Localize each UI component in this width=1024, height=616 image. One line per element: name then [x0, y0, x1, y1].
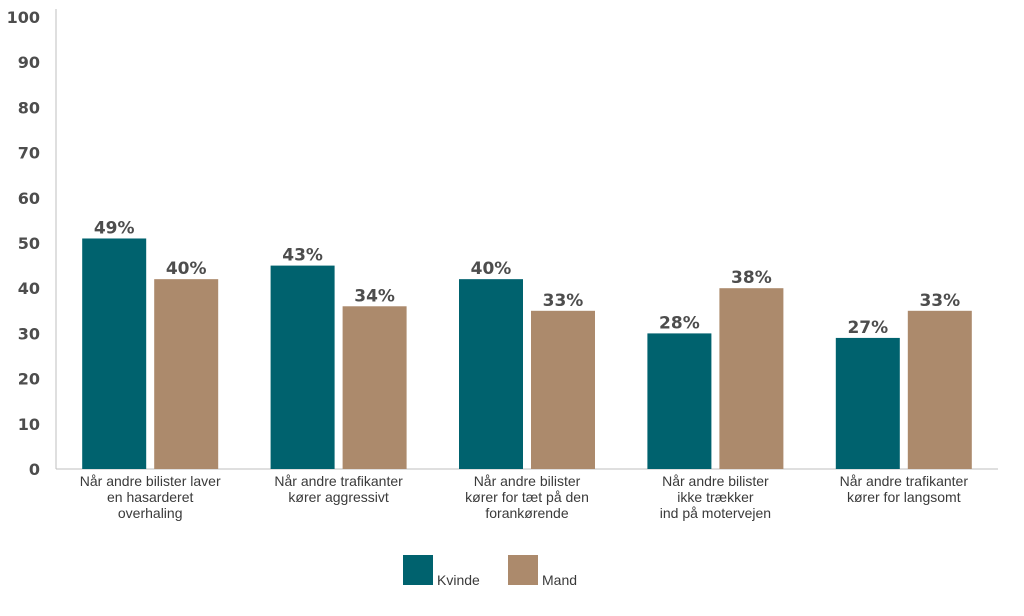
data-label: 33% — [919, 291, 960, 311]
legend-swatch-mand — [508, 555, 538, 585]
y-tick-label: 70 — [18, 144, 40, 163]
y-tick-label: 20 — [18, 370, 40, 389]
y-tick-label: 90 — [18, 53, 40, 72]
data-label: 27% — [847, 318, 888, 338]
category-label: Når andre bilister ikke trækker ind på mot… — [660, 473, 771, 521]
data-label: 40% — [166, 259, 207, 279]
bar-kvinde-3 — [459, 279, 523, 469]
bar-mand-1 — [154, 279, 219, 469]
y-tick-label: 50 — [18, 234, 40, 253]
y-tick-label: 100 — [7, 8, 40, 27]
bar-kvinde-5 — [835, 337, 900, 469]
data-label: 33% — [543, 291, 584, 311]
y-tick-label: 40 — [18, 279, 40, 298]
data-labels: 49% 40% 43% 34% 40% 33% 28% 38% 27% 33% — [94, 218, 960, 337]
bar-mand-4 — [719, 288, 784, 469]
legend: Kvinde Mand — [403, 555, 577, 588]
data-label: 40% — [471, 259, 512, 279]
bar-kvinde-4 — [647, 333, 712, 469]
bar-kvinde-2 — [270, 265, 335, 469]
data-label: 49% — [94, 218, 135, 238]
category-label: Når andre trafikanter kører aggressivt — [274, 473, 403, 505]
y-tick-label: 60 — [18, 189, 40, 208]
category-label: Når andre trafikanter kører for langsomt — [840, 473, 969, 505]
data-label: 28% — [659, 313, 700, 333]
category-label: Når andre bilister kører for tæt på den fo… — [465, 473, 589, 521]
legend-label-kvinde: Kvinde — [437, 572, 480, 588]
bar-kvinde-1 — [82, 238, 147, 469]
legend-swatch-kvinde — [403, 555, 433, 585]
bar-mand-5 — [907, 310, 972, 469]
data-label: 38% — [731, 268, 772, 288]
y-tick-label: 10 — [18, 415, 40, 434]
data-label: 43% — [282, 246, 323, 266]
bar-mand-3 — [531, 310, 595, 469]
category-label: Når andre bilister laver en hasarderet ove… — [80, 473, 221, 521]
y-tick-label: 0 — [29, 460, 40, 479]
category-labels: Når andre bilister laver en hasarderet ove… — [80, 473, 969, 521]
y-tick-label: 80 — [18, 98, 40, 117]
bars — [82, 238, 972, 469]
data-label: 34% — [354, 286, 395, 306]
legend-label-mand: Mand — [542, 572, 577, 588]
bar-mand-2 — [342, 306, 407, 469]
y-tick-label: 30 — [18, 324, 40, 343]
